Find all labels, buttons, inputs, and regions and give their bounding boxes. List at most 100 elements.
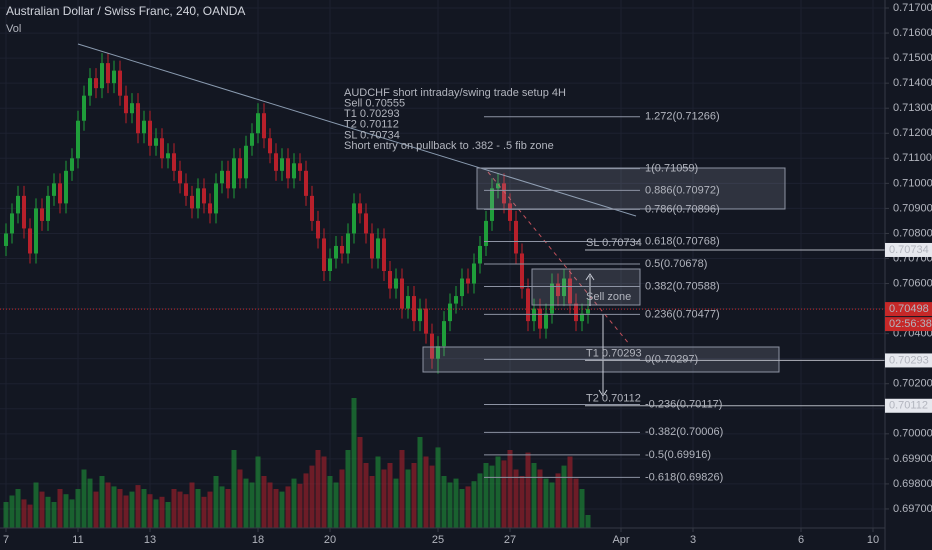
volume-bar [507,450,513,528]
candle-body [478,245,482,264]
candle-body [28,228,32,254]
candle-body [10,213,14,234]
volume-bar [33,482,39,528]
candle-body [370,233,374,259]
volume-bar [111,486,117,528]
candle-body [484,220,488,246]
y-tick-label: 0.71300 [893,102,932,114]
volume-bar [309,465,315,528]
volume-bar [387,463,393,528]
fib-label: -0.382(0.70006) [645,426,723,438]
volume-bar [381,469,387,528]
candle-body [364,213,368,234]
y-tick-label: 0.69700 [893,503,932,515]
level-tag-label: 0.70293 [889,354,929,366]
candle-body [148,120,152,146]
volume-bar [531,463,537,528]
countdown-label: 02:56:38 [889,318,932,330]
candle-body [316,220,320,239]
fib-label: -0.5(0.69916) [645,449,711,461]
candles [4,53,590,374]
candle-body [142,120,146,134]
volume-bar [99,476,105,528]
candle-body [466,278,470,284]
candle-body [112,70,116,84]
volume-bar [549,482,555,528]
volume-bar [525,452,531,528]
volume-bar [501,460,507,528]
candle-body [406,296,410,309]
candle-body [454,296,458,304]
fib-label: 0.886(0.70972) [645,184,720,196]
level-label: T2 0.70112 [586,393,641,405]
volume-bar [81,469,87,528]
volume-bar [231,450,237,528]
volume-bar [333,482,339,528]
volume-bar [135,485,141,528]
y-tick-label: 0.71100 [893,152,932,164]
volume-bar [393,478,399,528]
candle-body [424,308,428,334]
candle-body [310,195,314,221]
candle-body [70,158,74,171]
volume-bar [243,478,249,528]
candle-body [430,333,434,359]
candle-body [184,183,188,196]
volume-bar [321,456,327,528]
volume-bar [195,489,201,528]
candle-body [448,303,452,322]
volume-bar [495,456,501,528]
volume-bar [249,482,255,528]
volume-bar [9,495,15,528]
y-tick-label: 0.71000 [893,177,932,189]
y-tick-label: 0.70800 [893,227,932,239]
y-tick-label: 0.71500 [893,52,932,64]
volume-bar [165,502,171,528]
candle-body [130,103,134,114]
annotation-line: T1 0.70293 [344,108,400,120]
volume-bar [153,499,159,528]
volume-bar [411,463,417,528]
level-tag [885,398,932,413]
volume-bar [141,489,147,528]
candle-body [562,278,566,297]
volume-bar [45,496,51,528]
volume-bar [255,456,261,528]
volume-bar [435,447,441,528]
overlays: 1.272(0.71266) 1(0.71059) 0.886(0.70972) 0.… [0,87,885,483]
volume-bar [573,478,579,528]
x-tick-label: 13 [144,534,156,546]
fib-label: -0.236(0.70117) [645,398,722,410]
x-tick-label: 7 [3,534,9,546]
volume-bar [261,476,267,528]
volume-bar [471,481,477,528]
volume-bar [369,476,375,528]
candle-body [46,195,50,221]
volume-bar [213,476,219,528]
y-tick-label: 0.70600 [893,277,932,289]
volume-bar [51,502,57,528]
level-tag [885,353,932,368]
volume-bar [585,515,591,528]
candle-body [4,233,8,246]
candle-body [460,278,464,297]
fib-label: 1.272(0.71266) [645,111,720,123]
volume-bar [339,469,345,528]
candle-body [118,70,122,96]
candle-body [124,95,128,114]
candle-body [262,113,266,139]
volume-bar [147,494,153,528]
candle-body [106,63,110,84]
candle-body [334,245,338,259]
candle-body [40,208,44,221]
candle-body [418,308,422,322]
candle-body [580,313,584,322]
volume-bar [297,483,303,528]
x-tick-label: 25 [432,534,444,546]
axes: 0.71700 0.71600 0.71500 0.71400 0.71300 0.712… [3,2,932,546]
candle-body [328,258,332,272]
trend-line [77,43,637,217]
fib-label: 0.618(0.70768) [645,235,720,247]
candle-body [496,183,500,189]
candle-body [88,78,92,96]
